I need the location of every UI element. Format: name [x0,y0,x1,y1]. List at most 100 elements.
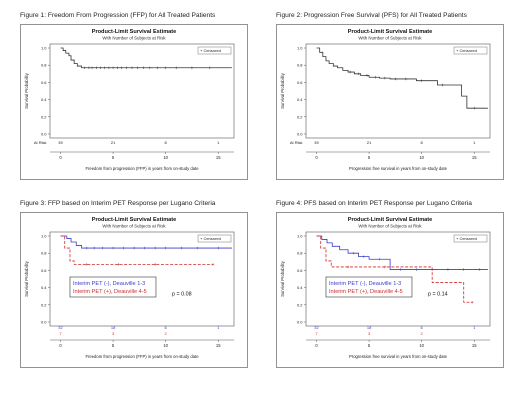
censor-mark [216,246,220,250]
at-risk-count: 32 [58,325,63,330]
at-risk-count: 1 [473,140,476,145]
censor-mark [404,77,408,81]
censor-mark [195,246,199,250]
censor-mark [174,66,178,70]
y-tick-label: 0.0 [41,320,47,325]
x-tick-label: 0 [315,155,318,160]
censor-mark [211,263,215,266]
survival-curve-1 [316,235,488,270]
at-risk-count: 8 [165,140,168,145]
x-tick-label: 0 [315,343,318,348]
censor-mark [111,246,115,250]
censor-mark [155,66,159,70]
figure-3-caption: Figure 3: FFP based on Interim PET Respo… [20,200,216,207]
at-risk-count: 18 [367,325,372,330]
at-risk-count: 6 [165,325,168,330]
legend-box [197,46,232,55]
p-value: p = 0.08 [172,291,192,297]
y-tick-label: 0.0 [297,132,303,137]
censor-mark [111,66,115,70]
annotation-pet-positive: Interim PET (+), Deauville 4-5 [329,289,403,295]
annotation-box [69,276,157,298]
censor-mark [120,66,123,70]
y-tick-label: 0.4 [41,97,47,102]
annotation-pet-positive: Interim PET (+), Deauville 4-5 [73,289,147,295]
at-risk-count: 1 [217,140,220,145]
x-tick-label: 5 [368,343,371,348]
censor-mark [164,246,167,250]
x-tick-label: 10 [419,343,424,348]
plot-area [305,231,491,327]
censor-mark [348,70,352,74]
survival-curve-2 [60,235,213,265]
censor-mark [394,77,397,81]
chart-subtitle: With Number of Subjects at Risk [358,36,422,41]
chart-subtitle: With Number of Subjects at Risk [102,36,166,41]
y-tick-label: 0.2 [297,114,303,119]
x-tick-label: 5 [112,343,115,348]
censor-mark [153,246,157,250]
censor-mark [87,66,91,70]
censor-mark [135,66,139,70]
y-tick-label: 0.8 [41,63,47,68]
censor-mark [99,66,102,70]
annotation-pet-negative: Interim PET (-), Deauville 1-3 [73,281,145,287]
legend-censored: + Censored [456,48,477,53]
at-risk-count: 6 [421,325,424,330]
censor-mark [399,268,402,271]
at-risk-count: 3 [368,331,371,336]
y-tick-label: 1.0 [41,234,47,239]
legend-censored: + Censored [456,236,477,241]
censor-mark [92,246,96,250]
y-tick-label: 0.4 [297,97,303,102]
plot-area [305,43,491,139]
y-tick-label: 0.2 [41,114,47,119]
plot-area [49,231,235,327]
censor-mark [125,66,129,70]
plot-area [49,43,235,139]
y-axis-label: Survival Probability [280,260,285,297]
survival-curve-1 [60,47,232,69]
x-axis-label: Progression free survival in years from … [349,166,448,171]
censor-mark [365,74,369,77]
x-tick-label: 15 [216,155,221,160]
censor-mark [420,79,423,82]
survival-curve-1 [60,235,232,249]
figure-1-caption: Figure 1: Freedom From Progression (FFP)… [20,12,216,19]
censor-mark [472,106,476,110]
legend-box [453,46,488,55]
at-risk-label: At Risk [34,140,47,145]
censor-mark [94,66,98,70]
y-tick-label: 0.8 [41,251,47,256]
censor-mark [470,300,474,304]
figure-2-caption: Figure 2: Progression Free Survival (PFS… [276,12,467,19]
at-risk-count: 2 [165,331,168,336]
x-tick-label: 5 [368,155,371,160]
censor-mark [142,66,145,70]
figure-4-caption: Figure 4: PFS based on Interim PET Respo… [276,200,472,207]
censor-mark [346,265,350,269]
annotation-pet-negative: Interim PET (-), Deauville 1-3 [329,281,401,287]
x-axis-label: Progression free survival in years from … [349,354,448,359]
legend-censored: + Censored [200,236,221,241]
x-tick-label: 5 [112,155,115,160]
censor-mark [107,66,111,70]
survival-curve-2 [316,235,473,303]
y-tick-label: 0.4 [297,285,303,290]
censor-mark [122,246,125,250]
p-value: p = 0.14 [428,291,448,297]
at-risk-count: 8 [421,140,424,145]
x-axis-label: Freedom from progression (FFP) in years … [85,166,199,171]
chart-title: Product-Limit Survival Estimate [92,29,177,35]
censor-mark [462,268,466,271]
censor-mark [446,268,450,271]
at-risk-count: 7 [59,331,62,336]
at-risk-count: 7 [315,331,318,336]
at-risk-count: 39 [58,140,63,145]
censor-mark [374,75,377,79]
at-risk-count: 2 [421,331,424,336]
